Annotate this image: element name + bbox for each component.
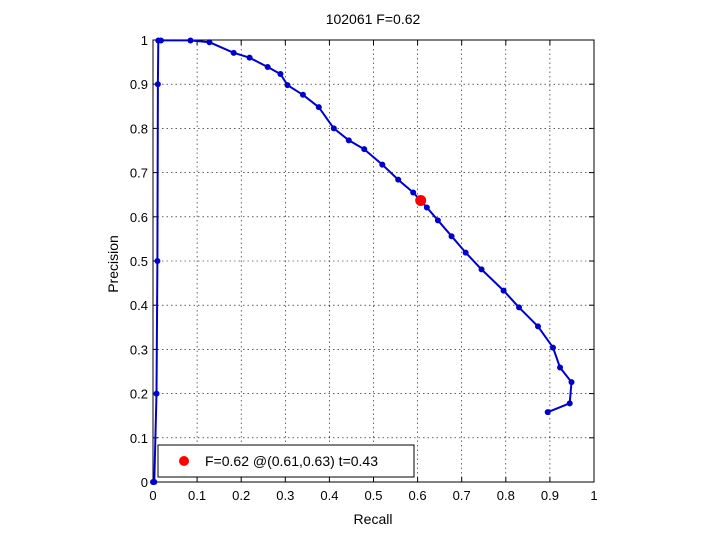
data-point bbox=[299, 91, 306, 98]
data-point bbox=[157, 37, 164, 44]
data-point bbox=[516, 304, 523, 311]
data-point bbox=[361, 146, 368, 153]
data-point bbox=[423, 204, 430, 211]
data-point bbox=[315, 104, 322, 111]
data-point bbox=[246, 54, 253, 61]
data-point bbox=[230, 49, 237, 56]
data-point bbox=[154, 81, 161, 88]
x-tick-label: 0 bbox=[149, 488, 156, 503]
y-tick-label: 0.8 bbox=[130, 121, 148, 136]
legend-marker bbox=[179, 456, 189, 466]
y-tick-label: 0.4 bbox=[130, 298, 148, 313]
x-tick-label: 0.8 bbox=[497, 488, 515, 503]
data-point bbox=[330, 125, 337, 132]
y-tick-label: 0.9 bbox=[130, 77, 148, 92]
data-point bbox=[566, 400, 573, 407]
y-tick-label: 0.5 bbox=[130, 254, 148, 269]
data-point bbox=[264, 63, 271, 70]
series-layer bbox=[150, 37, 575, 485]
x-tick-label: 0.2 bbox=[232, 488, 250, 503]
best-f-point bbox=[415, 194, 427, 206]
data-point bbox=[187, 37, 194, 44]
x-axis-label: Recall bbox=[354, 511, 393, 527]
data-point bbox=[549, 344, 556, 351]
y-tick-label: 0.1 bbox=[130, 431, 148, 446]
data-point bbox=[206, 39, 213, 46]
grid-lines bbox=[153, 40, 594, 482]
data-point bbox=[151, 479, 158, 485]
chart-title: 102061 F=0.62 bbox=[326, 11, 421, 27]
data-point bbox=[448, 233, 455, 240]
x-tick-label: 0.5 bbox=[364, 488, 382, 503]
y-axis-label: Precision bbox=[105, 235, 121, 293]
x-tick-label: 1 bbox=[590, 488, 597, 503]
data-point bbox=[153, 390, 160, 397]
x-tick-label: 0.9 bbox=[541, 488, 559, 503]
data-point bbox=[277, 71, 284, 78]
data-point bbox=[500, 287, 507, 294]
data-point bbox=[410, 189, 417, 196]
data-point bbox=[434, 217, 441, 224]
data-point bbox=[284, 82, 291, 89]
data-point bbox=[534, 323, 541, 330]
y-tick-label: 1 bbox=[141, 33, 148, 48]
data-point bbox=[395, 176, 402, 183]
data-point bbox=[154, 258, 161, 264]
y-tick-label: 0.2 bbox=[130, 387, 148, 402]
x-tick-label: 0.1 bbox=[188, 488, 206, 503]
data-point bbox=[379, 161, 386, 168]
x-tick-label: 0.7 bbox=[453, 488, 471, 503]
y-tick-label: 0.7 bbox=[130, 166, 148, 181]
x-tick-labels: 0 0.1 0.2 0.3 0.4 0.5 0.6 0.7 0.8 0.9 1 bbox=[149, 488, 597, 503]
data-point bbox=[478, 266, 485, 273]
data-point bbox=[462, 249, 469, 256]
x-tick-label: 0.3 bbox=[276, 488, 294, 503]
data-point bbox=[557, 364, 564, 371]
data-point bbox=[345, 137, 352, 144]
y-tick-label: 0.3 bbox=[130, 342, 148, 357]
x-tick-label: 0.6 bbox=[409, 488, 427, 503]
data-point bbox=[568, 379, 575, 386]
legend-box bbox=[157, 444, 415, 478]
legend: F=0.62 @(0.61,0.63) t=0.43 bbox=[157, 444, 415, 478]
y-tick-labels: 0 0.1 0.2 0.3 0.4 0.5 0.6 0.7 0.8 0.9 1 bbox=[130, 33, 148, 490]
y-tick-label: 0.6 bbox=[130, 210, 148, 225]
legend-entry: F=0.62 @(0.61,0.63) t=0.43 bbox=[205, 453, 378, 469]
y-tick-label: 0 bbox=[141, 475, 148, 490]
x-tick-label: 0.4 bbox=[320, 488, 338, 503]
best-point-layer bbox=[415, 194, 427, 206]
data-point bbox=[544, 409, 551, 416]
